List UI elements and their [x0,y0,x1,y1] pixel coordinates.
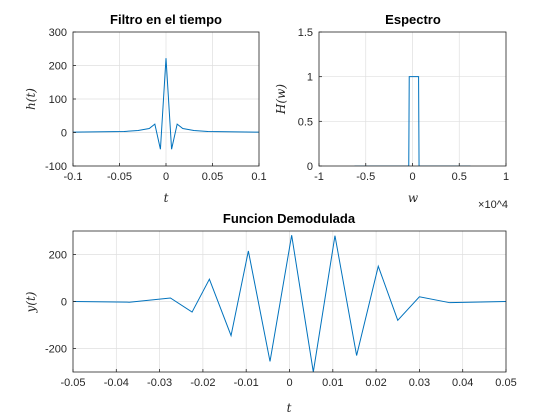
demodulated-x-tick-label: -0.05 [60,377,85,389]
time-filter-series-line [73,58,259,150]
demodulated-x-tick-label: 0.05 [495,377,516,389]
time-filter-axes: Filtro en el tiempo t h(t) -0.1 -0.05 0 0.0… [24,12,267,205]
demodulated-x-tick-label: 0.04 [452,377,473,389]
demodulated-axes: Funcion Demodulada t y(t) -0.05 -0.04 -0.0… [24,211,517,415]
time-filter-y-tick-label: 300 [49,27,67,39]
demodulated-x-tick-label: -0.03 [147,377,172,389]
time-filter-x-tick-label: 0.05 [202,171,223,183]
demodulated-y-tick-label: 200 [49,250,67,262]
demodulated-title: Funcion Demodulada [223,211,356,226]
time-filter-x-tick-label: 0.1 [251,171,266,183]
demodulated-y-tick-label: -200 [45,344,67,356]
time-filter-xlabel: t [164,191,169,205]
time-filter-y-tick-label: 200 [49,61,67,73]
spectrum-xlabel: w [408,191,419,205]
spectrum-x-tick-label: 0 [409,171,415,183]
demodulated-x-tick-label: -0.02 [190,377,215,389]
demodulated-x-tick-label: 0 [286,377,292,389]
spectrum-y-tick-label: 0 [307,161,313,173]
spectrum-x-tick-label: -1 [314,171,324,183]
spectrum-y-tick-label: 1.5 [298,27,313,39]
spectrum-x-tick-label: 0.5 [452,171,467,183]
demodulated-xlabel: t [287,401,292,415]
spectrum-x-exponent: ×10^4 [478,199,508,211]
demodulated-x-tick-label: 0.02 [365,377,386,389]
time-filter-ylabel: h(t) [24,88,38,110]
demodulated-x-tick-label: -0.01 [234,377,259,389]
demodulated-x-tick-label: 0.03 [409,377,430,389]
spectrum-axes: Espectro w H(w) ×10^4 -1 -0.5 0 0.5 1 0 0.5 1 1.… [274,12,509,211]
demodulated-series-line [73,235,506,372]
spectrum-x-tick-label: -0.5 [356,171,375,183]
demodulated-x-tick-label: -0.04 [104,377,129,389]
time-filter-title: Filtro en el tiempo [110,12,222,27]
demodulated-y-tick-label: 0 [61,297,67,309]
time-filter-x-tick-label: 0 [163,171,169,183]
spectrum-ylabel: H(w) [274,84,288,115]
time-filter-y-tick-label: -100 [45,161,67,173]
demodulated-ylabel: y(t) [24,291,38,313]
time-filter-x-tick-label: -0.1 [64,171,83,183]
spectrum-y-tick-label: 1 [307,72,313,84]
spectrum-y-tick-label: 0.5 [298,116,313,128]
time-filter-y-tick-label: 0 [61,128,67,140]
spectrum-series-line [354,76,471,166]
time-filter-y-tick-label: 100 [49,94,67,106]
demodulated-x-tick-label: 0.01 [322,377,343,389]
spectrum-title: Espectro [385,12,441,27]
spectrum-x-tick-label: 1 [503,171,509,183]
time-filter-x-tick-label: -0.05 [107,171,132,183]
